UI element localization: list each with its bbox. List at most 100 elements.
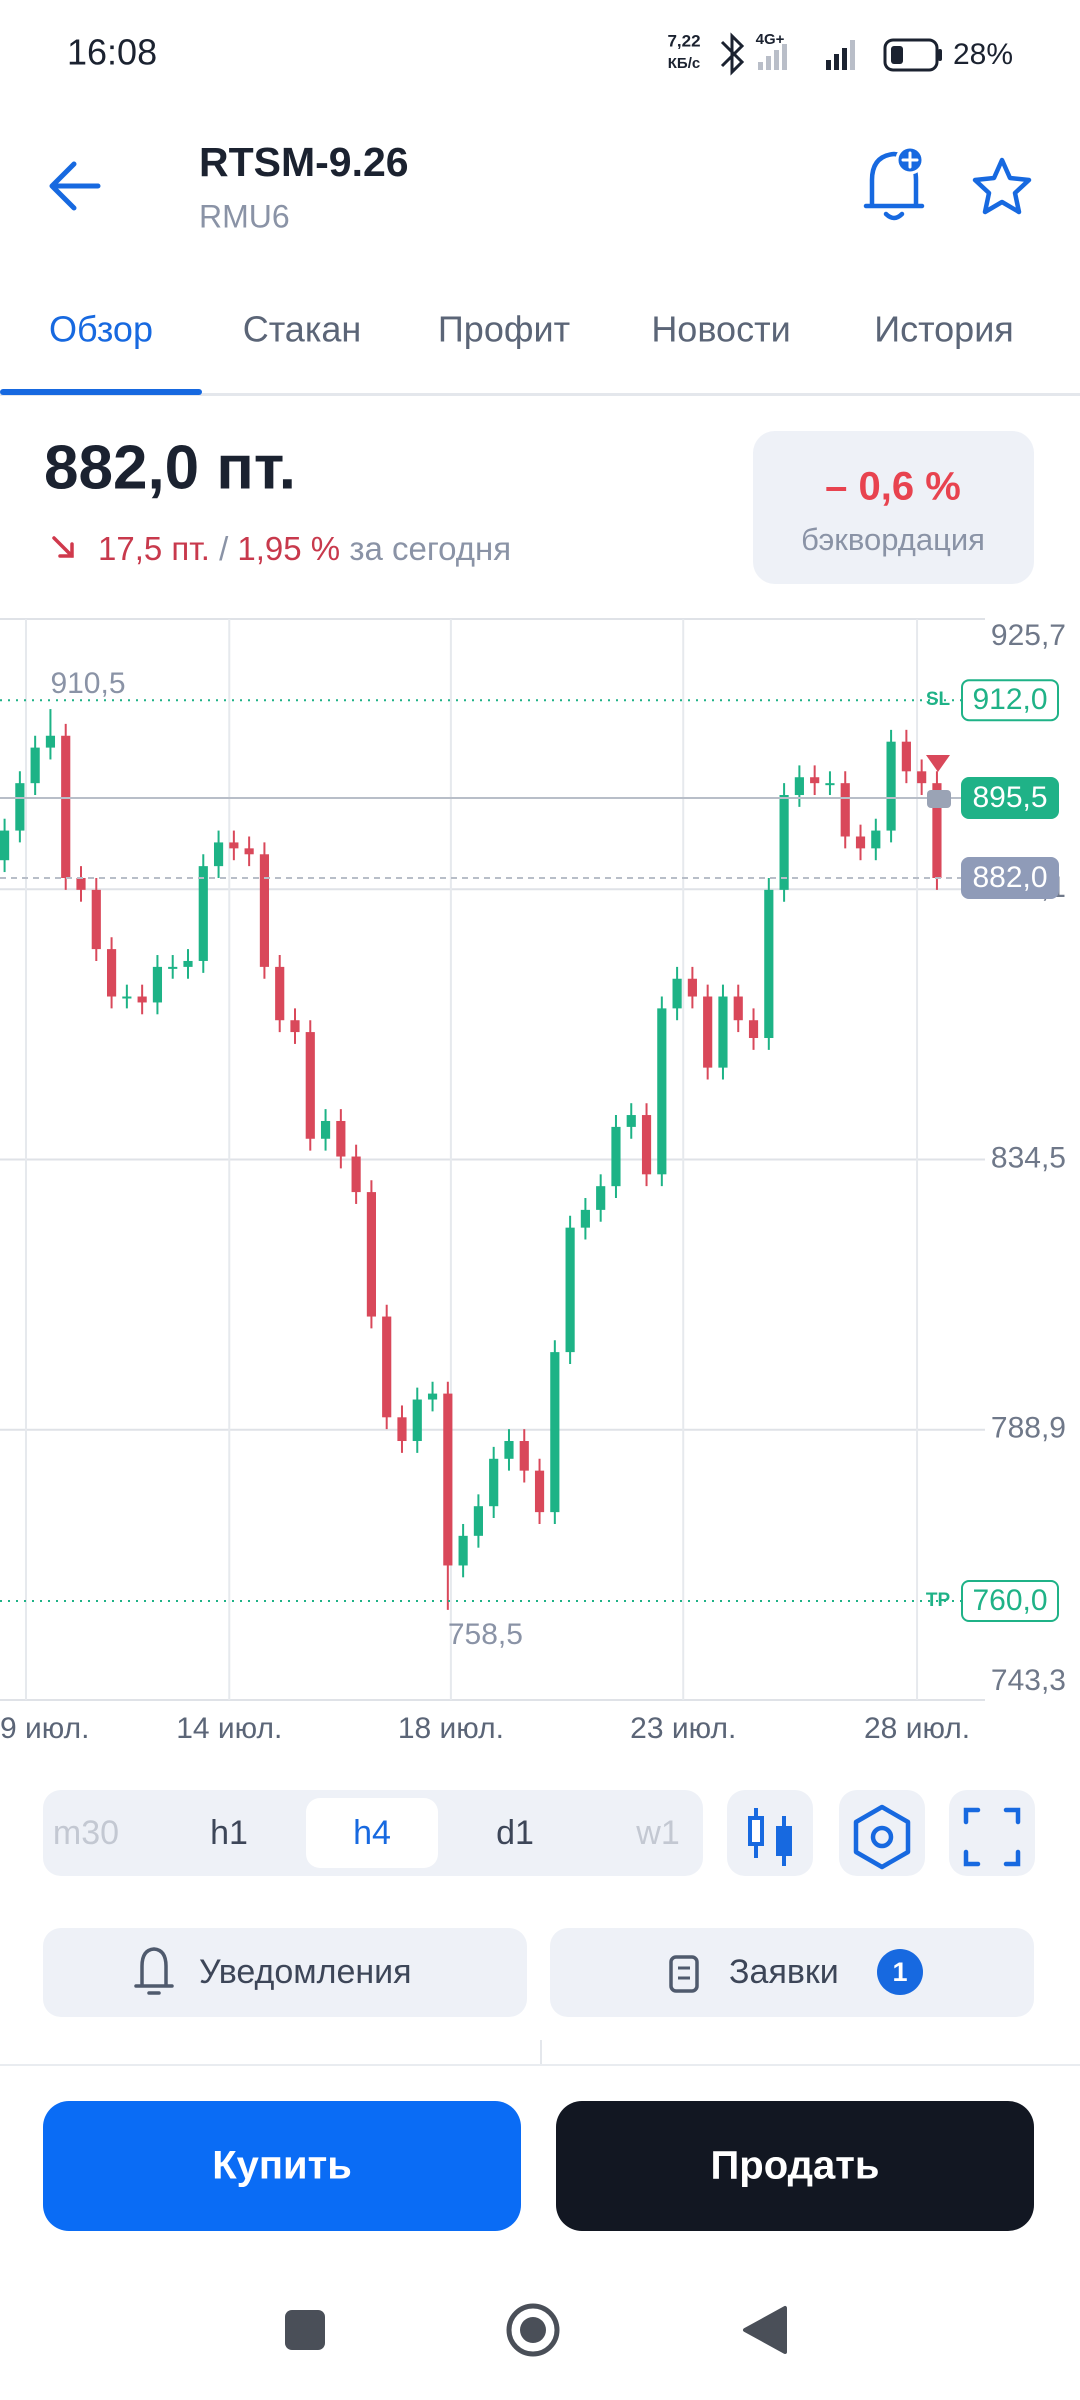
candle-body [45, 735, 56, 748]
candle-body [15, 783, 25, 831]
last-price: 882,0 пт. [44, 433, 296, 502]
level-price: 912,0 [972, 683, 1047, 716]
change-period: за сегодня [349, 530, 511, 567]
alert-button[interactable] [863, 145, 925, 221]
status-battery: 28% [953, 38, 1013, 71]
timeframe[interactable]: m30 [53, 1814, 119, 1852]
candle-body [641, 1115, 652, 1175]
orders-count: 1 [892, 1957, 907, 1987]
tab[interactable]: Профит [438, 309, 570, 350]
timeframe[interactable]: w1 [635, 1814, 679, 1852]
status-network: 4G+ [756, 31, 785, 48]
level-name: SL [926, 689, 951, 710]
candle-body [351, 1156, 361, 1193]
candle-body [794, 777, 804, 796]
candle-body [244, 848, 254, 855]
x-tick-label: 23 июл. [630, 1712, 736, 1745]
level-tag [961, 1580, 1059, 1623]
buy-button[interactable]: Купить [43, 2101, 521, 2231]
candle-body [901, 741, 911, 772]
chart-type-button[interactable] [727, 1790, 813, 1876]
candle-body [519, 1441, 529, 1471]
tab[interactable]: Новости [651, 309, 790, 350]
timeframes: m30 h1 h4 d1 w1 [53, 1798, 680, 1868]
change-separator: / [219, 530, 229, 567]
candle-body [320, 1120, 331, 1139]
candle-body [473, 1506, 483, 1536]
alerts-button[interactable]: Уведомления [43, 1928, 527, 2017]
candle-body [550, 1352, 560, 1513]
basis-card [753, 431, 1034, 584]
candle-body [290, 1020, 300, 1033]
candle-body [198, 866, 208, 961]
instrument-title: RTSM-9.26 [199, 139, 409, 185]
candle-body [91, 889, 101, 950]
candle-body [458, 1535, 468, 1566]
timeframe-selected [306, 1798, 438, 1868]
orders-button[interactable]: Заявки 1 [550, 1928, 1034, 2017]
candle-body [779, 795, 789, 890]
candle-body [382, 1316, 392, 1418]
level-price: 882,0 [972, 861, 1047, 894]
fullscreen-button[interactable] [949, 1790, 1035, 1876]
candle-body [504, 1441, 514, 1459]
candle-body [611, 1126, 621, 1187]
level-price: 895,5 [972, 781, 1047, 814]
position-marker [927, 790, 951, 808]
candle-body [305, 1032, 315, 1139]
basis-value: – 0,6 % [825, 465, 961, 509]
candle-body [703, 996, 713, 1068]
candle-body [626, 1115, 636, 1127]
status-time: 16:08 [67, 32, 157, 73]
favorite-button[interactable] [972, 157, 1032, 215]
candle-body [412, 1399, 422, 1442]
candle-body [580, 1209, 590, 1228]
candle-body [764, 889, 774, 1039]
candle-body [596, 1186, 606, 1210]
nav-home[interactable] [506, 2303, 560, 2357]
alerts-label: Уведомления [199, 1953, 412, 1991]
status-speed: 7,22 [667, 31, 700, 50]
candle-body [122, 996, 132, 999]
status-speed-unit: КБ/с [668, 55, 700, 72]
candle-body [932, 783, 942, 878]
level-tag [961, 679, 1059, 722]
level-price: 760,0 [972, 1584, 1047, 1617]
candle-body [871, 830, 881, 849]
change-points: 17,5 пт. [98, 530, 210, 567]
candle-body [30, 747, 40, 784]
panel-border [0, 2064, 1080, 2066]
candle-body [489, 1458, 499, 1507]
tab[interactable]: История [874, 309, 1014, 350]
candle-body [687, 978, 697, 997]
timeframe[interactable]: h4 [353, 1814, 391, 1852]
tab[interactable]: Обзор [49, 309, 153, 350]
change-percent: 1,95 % [237, 530, 340, 567]
candle-body [427, 1393, 438, 1400]
indicators-button[interactable] [839, 1790, 925, 1876]
back-button[interactable] [49, 161, 101, 211]
tab[interactable]: Стакан [243, 309, 362, 350]
candle-body [855, 836, 866, 849]
candle-body [672, 978, 682, 1009]
signal-icon [758, 40, 855, 70]
candle-body [840, 783, 850, 837]
timeframe[interactable]: d1 [496, 1814, 534, 1852]
y-tick-label: 743,3 [991, 1664, 1066, 1697]
x-tick-label: 28 июл. [864, 1712, 970, 1745]
candle-body [0, 830, 10, 861]
nav-back[interactable] [743, 2306, 787, 2354]
y-tick-label: 925,7 [991, 619, 1066, 652]
sell-button[interactable]: Продать [556, 2101, 1034, 2231]
level-name: TP [926, 1590, 951, 1611]
details-divider [540, 2040, 542, 2070]
order-marker [926, 755, 950, 772]
tab-divider [0, 393, 1080, 396]
extreme-label: 910,5 [50, 667, 125, 700]
timeframe[interactable]: h1 [210, 1814, 248, 1852]
nav-recents[interactable] [285, 2310, 325, 2350]
x-tick-label: 18 июл. [398, 1712, 504, 1745]
level-tag [961, 856, 1059, 899]
